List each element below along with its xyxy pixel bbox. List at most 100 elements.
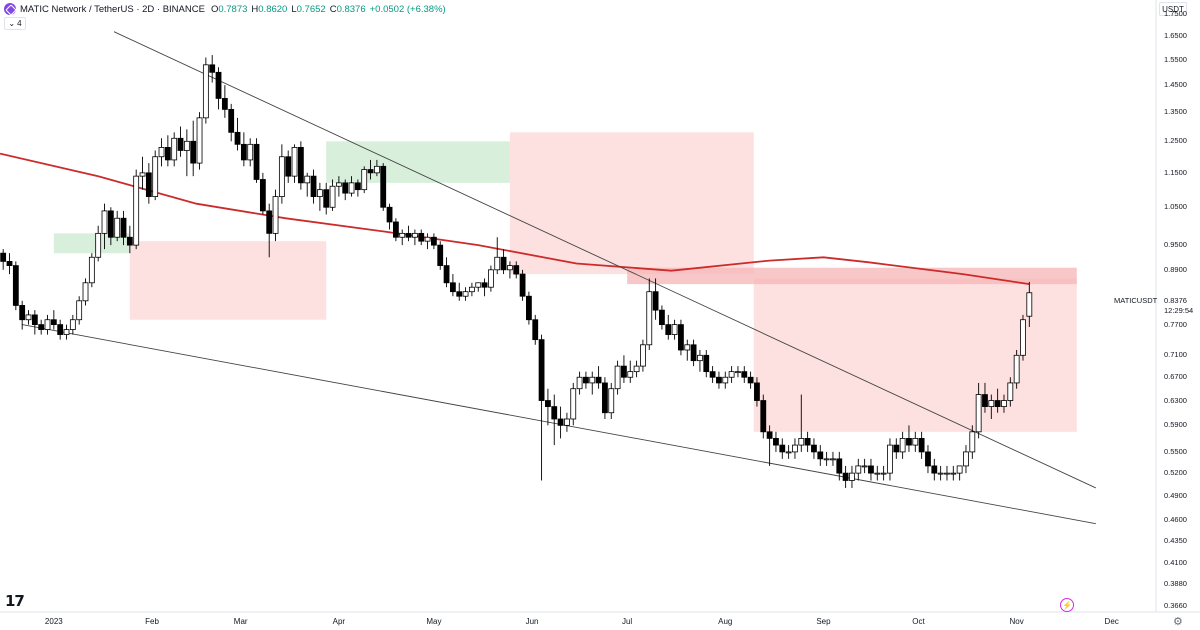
candle-body xyxy=(722,376,729,384)
candle-body xyxy=(266,210,273,234)
candle-body xyxy=(272,196,279,234)
candle xyxy=(253,138,260,183)
candle xyxy=(443,257,450,288)
candle xyxy=(386,203,393,230)
candle xyxy=(456,282,463,301)
price-tick-label: 0.7700 xyxy=(1164,319,1187,329)
candle xyxy=(678,319,684,356)
candle xyxy=(931,458,938,481)
candle xyxy=(608,382,615,419)
candle-body xyxy=(6,261,13,266)
currency-button[interactable]: USDT xyxy=(1159,2,1187,16)
candle xyxy=(937,465,944,481)
candle xyxy=(925,445,931,474)
candle xyxy=(570,382,577,426)
candle xyxy=(494,237,501,275)
candle-body xyxy=(849,472,855,481)
candle-body xyxy=(646,291,653,346)
candle xyxy=(944,465,950,481)
candle xyxy=(44,314,51,335)
candle-body xyxy=(107,210,114,238)
candle-body xyxy=(773,437,779,446)
candle-body xyxy=(196,117,203,164)
ohlc-open: O0.7873 xyxy=(210,3,248,15)
candle xyxy=(107,207,114,246)
candle-body xyxy=(602,382,608,414)
candle-body xyxy=(469,286,475,293)
candle xyxy=(963,445,969,474)
candle-body xyxy=(475,282,482,288)
candle xyxy=(95,225,102,262)
candle xyxy=(728,366,735,383)
candle-body xyxy=(247,143,254,161)
candle-body xyxy=(709,371,716,378)
candle-body xyxy=(994,400,1001,407)
candle-body xyxy=(462,291,469,297)
candle-body xyxy=(278,156,285,198)
last-price-label: 0.8376 xyxy=(1164,296,1187,305)
candle xyxy=(177,126,184,157)
candle xyxy=(0,249,7,270)
candle xyxy=(760,394,767,439)
candle xyxy=(868,458,874,481)
candle-body xyxy=(50,319,57,326)
candle-body xyxy=(564,418,570,426)
candle xyxy=(278,144,285,204)
candle-body xyxy=(684,344,691,351)
candle xyxy=(215,67,222,110)
gear-icon[interactable]: ⚙ xyxy=(1173,616,1183,628)
candle-body xyxy=(354,182,361,191)
candle-body xyxy=(297,147,304,184)
candle xyxy=(316,182,323,211)
candle-body xyxy=(861,465,868,468)
candle xyxy=(735,366,741,378)
candle-body xyxy=(608,388,615,414)
candle xyxy=(342,179,349,201)
candle xyxy=(836,451,843,481)
candle xyxy=(373,159,380,177)
price-tick-label: 0.4350 xyxy=(1164,535,1187,545)
candle xyxy=(804,431,811,452)
cloud-bear xyxy=(129,241,327,320)
candle xyxy=(589,371,596,395)
candle xyxy=(703,350,710,378)
candle-body xyxy=(804,437,811,446)
candle xyxy=(190,120,197,177)
candle-body xyxy=(101,210,108,234)
price-tick-label: 0.9500 xyxy=(1164,240,1187,250)
candle xyxy=(988,394,995,419)
time-tick-label: Jul xyxy=(621,617,633,626)
symbol-title[interactable]: MATIC Network / TetherUS · 2D · BINANCE xyxy=(20,3,205,15)
candle xyxy=(63,324,70,340)
candle xyxy=(126,225,133,254)
candle xyxy=(849,465,855,488)
candle xyxy=(659,305,665,330)
candle xyxy=(519,269,526,301)
candle-body xyxy=(95,232,102,258)
candle-body xyxy=(944,472,950,475)
candle xyxy=(101,203,108,250)
candle-body xyxy=(456,291,463,297)
lightning-icon[interactable]: ⚡ xyxy=(1060,598,1074,612)
candle-body xyxy=(405,232,412,238)
indicators-toggle-button[interactable]: ⌄ 4 xyxy=(4,17,26,30)
candle-body xyxy=(373,165,380,174)
tradingview-logo[interactable]: 17 xyxy=(5,592,25,610)
candle xyxy=(994,388,1001,413)
candle-body xyxy=(44,319,51,330)
candle-body xyxy=(931,465,938,474)
candle xyxy=(209,55,216,83)
candle xyxy=(830,451,836,466)
candle-body xyxy=(950,472,957,475)
candle xyxy=(25,310,32,325)
candle xyxy=(880,465,887,481)
candle xyxy=(354,179,361,197)
candle-body xyxy=(925,451,931,467)
candle xyxy=(950,465,957,481)
candle-body xyxy=(38,324,45,330)
candle xyxy=(500,249,507,275)
price-tick-label: 0.5500 xyxy=(1164,446,1187,456)
price-tick-label: 0.3880 xyxy=(1164,578,1187,588)
candle-body xyxy=(399,232,406,238)
